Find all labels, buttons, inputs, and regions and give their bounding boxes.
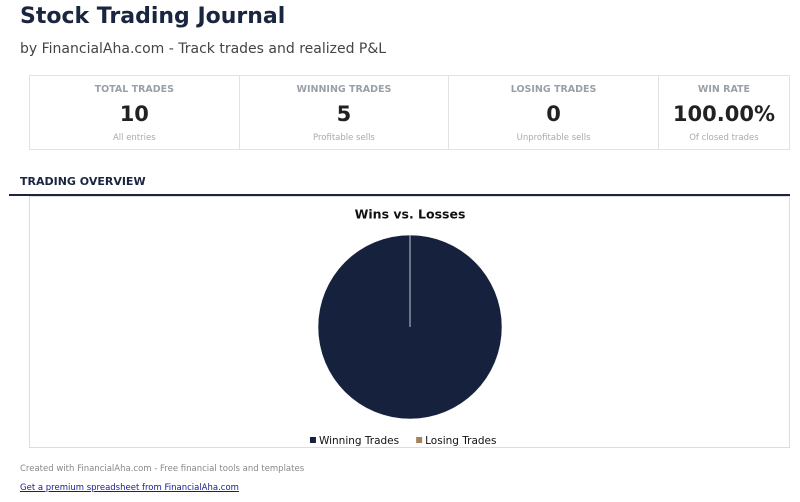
card-label: TOTAL TRADES	[94, 84, 174, 95]
stat-cards: TOTAL TRADES 10 All entries WINNING TRADES 5…	[29, 75, 790, 150]
chart: Wins vs. Losses Winning Trades Losing Tra…	[309, 207, 503, 447]
stat-card: WINNING TRADES 5 Profitable sells	[240, 76, 450, 149]
section-title: TRADING OVERVIEW	[20, 175, 146, 188]
stat-card: WIN RATE 100.00% Of closed trades	[659, 76, 789, 149]
footer-text: Created with FinancialAha.com - Free fin…	[20, 464, 305, 474]
card-value: 5	[336, 102, 352, 126]
stat-card: LOSING TRADES 0 Unprofitable sells	[449, 76, 659, 149]
card-label: LOSING TRADES	[510, 84, 597, 95]
section-rule	[9, 194, 790, 196]
card-note: Profitable sells	[312, 133, 375, 143]
stat-card: TOTAL TRADES 10 All entries	[30, 76, 240, 149]
footer-link[interactable]: Get a premium spreadsheet from Financial…	[20, 483, 239, 493]
card-note: Unprofitable sells	[516, 133, 591, 143]
card-label: WINNING TRADES	[296, 84, 392, 95]
page-subtitle: by FinancialAha.com - Track trades and r…	[20, 41, 387, 57]
legend-label: Losing Trades	[425, 435, 496, 447]
legend-swatch	[309, 437, 316, 443]
card-label: WIN RATE	[697, 84, 751, 95]
card-value: 100.00%	[672, 102, 775, 126]
page-title: Stock Trading Journal	[20, 4, 286, 29]
legend-swatch	[416, 437, 423, 443]
card-note: Of closed trades	[689, 133, 759, 143]
chart-title: Wins vs. Losses	[355, 207, 466, 222]
legend-label: Winning Trades	[319, 435, 399, 447]
card-value: 0	[546, 102, 561, 126]
card-note: All entries	[112, 133, 156, 143]
chart-panel: Wins vs. Losses Winning Trades Losing Tra…	[29, 196, 790, 448]
card-value: 10	[119, 102, 149, 126]
